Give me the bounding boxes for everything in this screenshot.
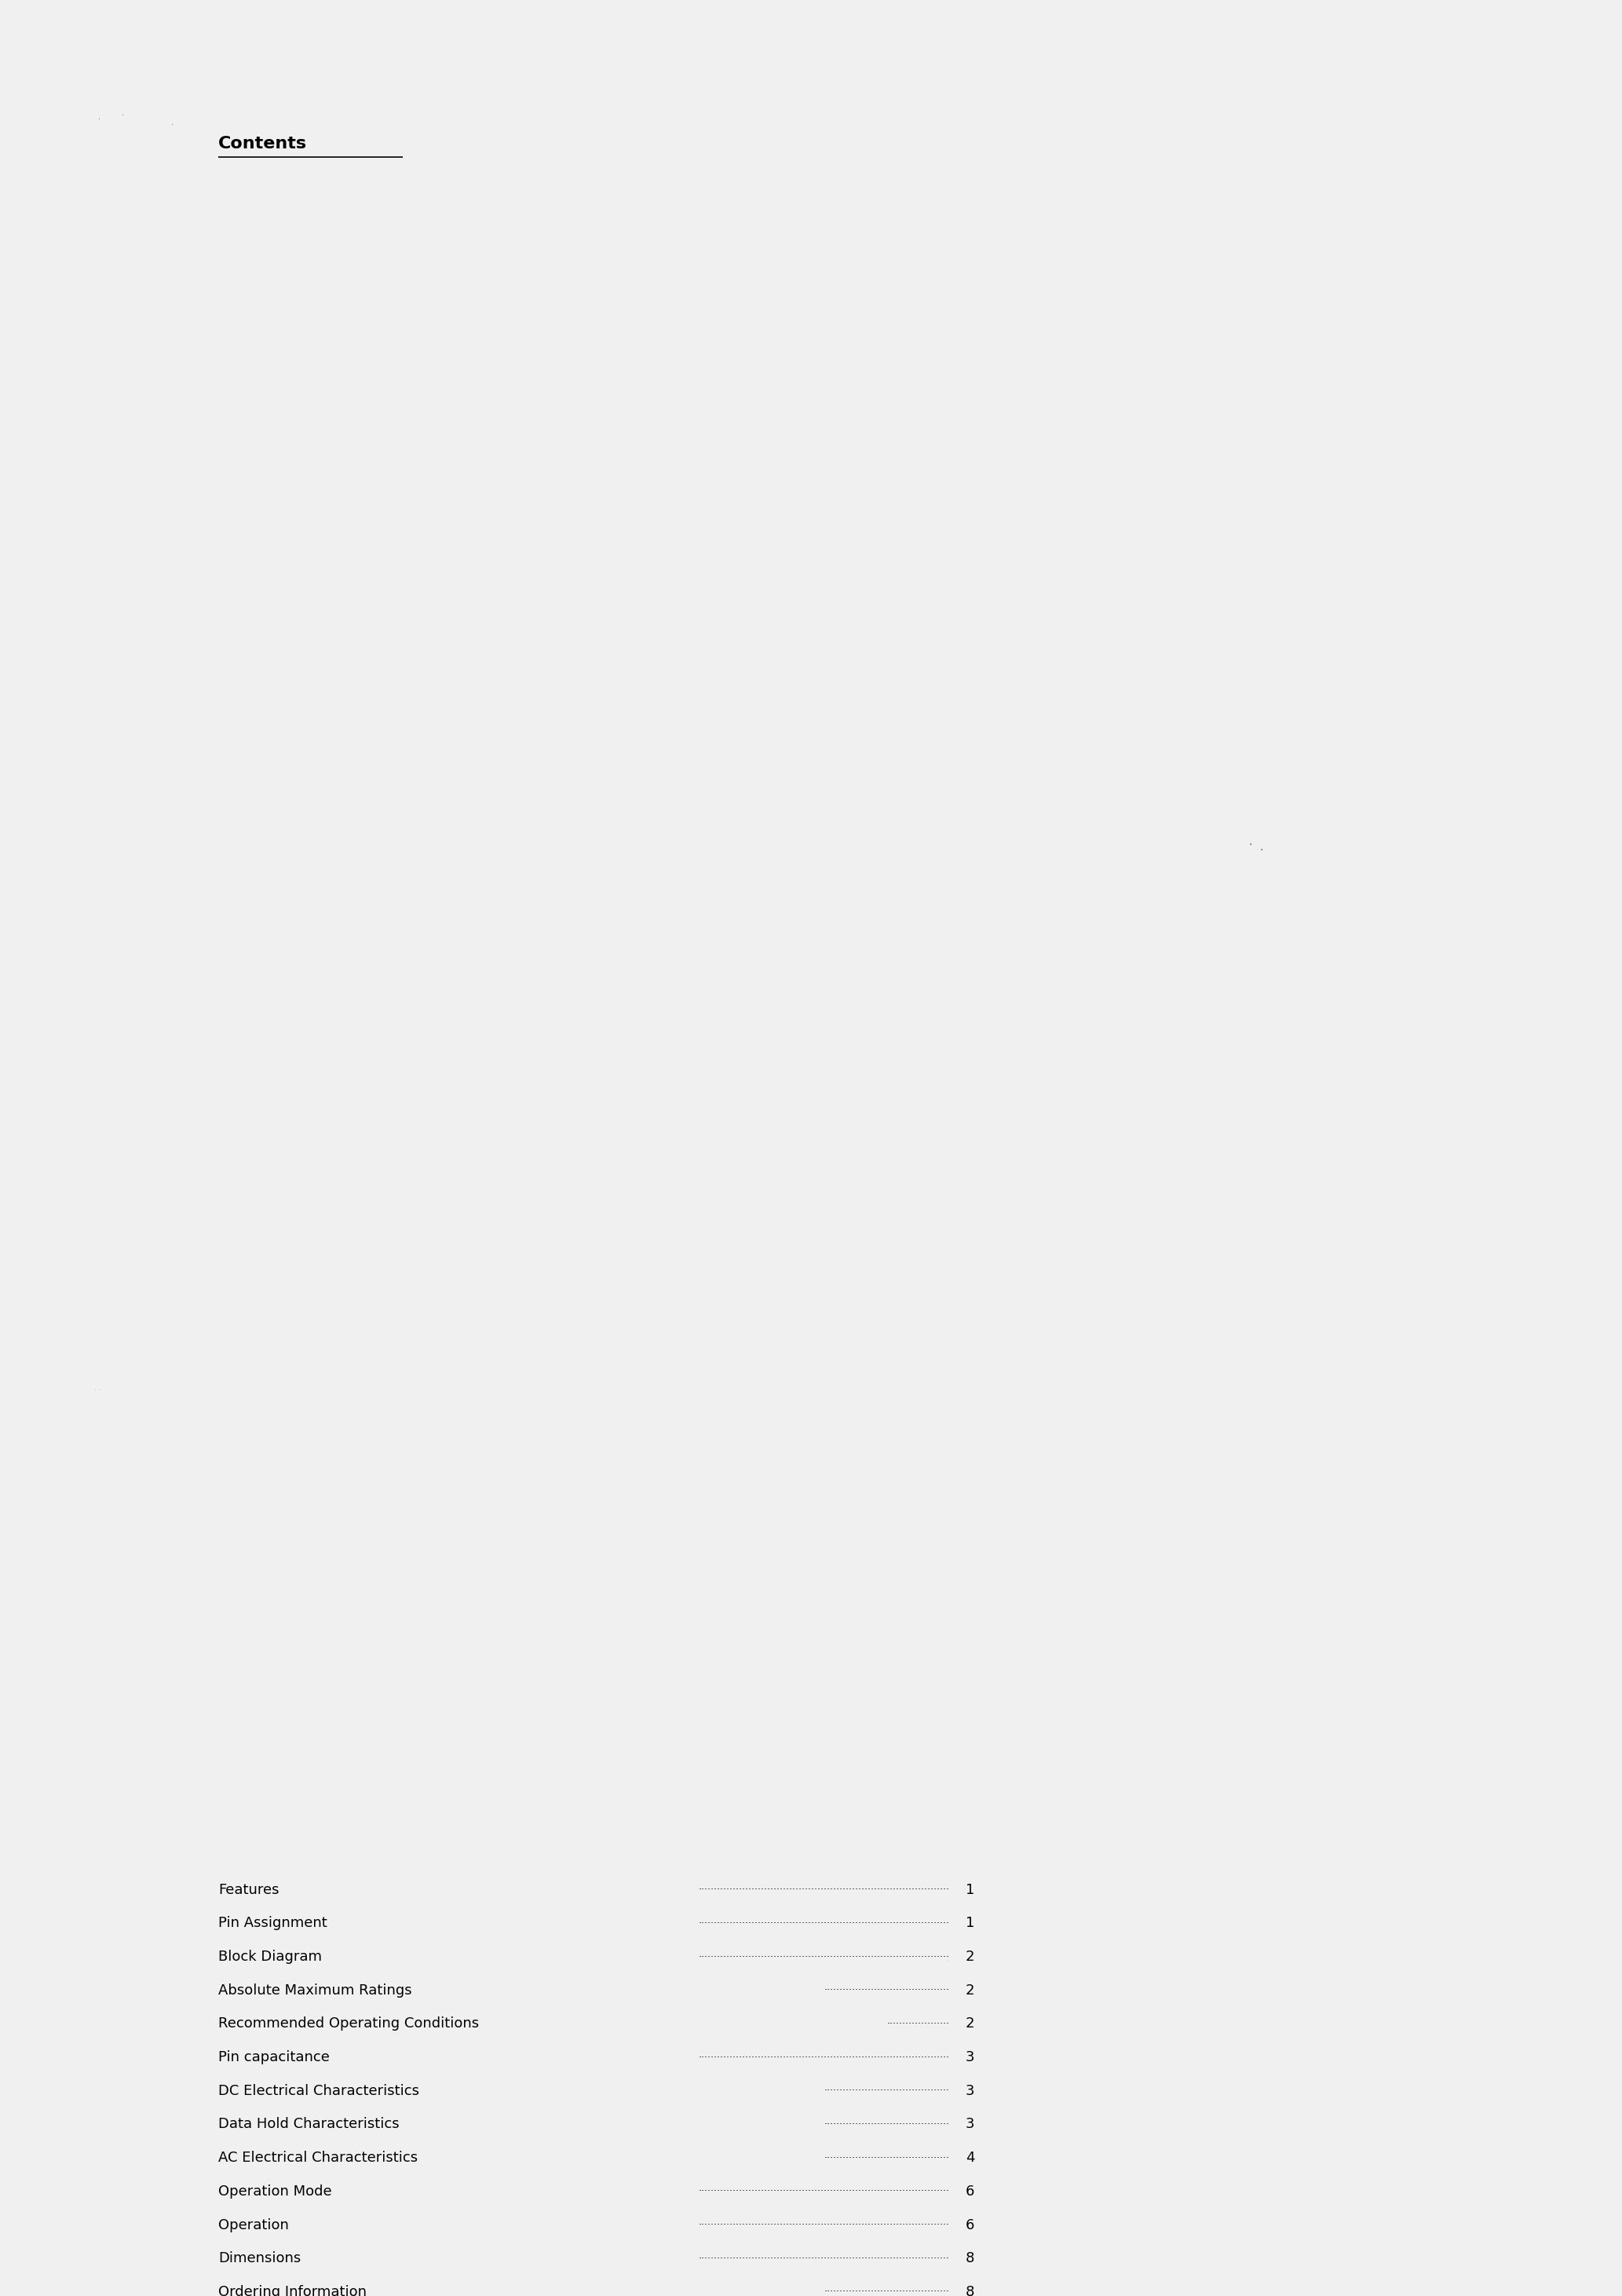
Text: ·: · [1260, 845, 1264, 856]
Text: 6: 6 [965, 2218, 975, 2232]
Text: 1: 1 [965, 1883, 975, 1896]
Text: ········································: ········································ [824, 2154, 950, 2163]
Text: ········································: ········································ [824, 2085, 950, 2096]
Text: 3: 3 [965, 2117, 975, 2131]
Text: ················································································: ········································… [699, 1952, 950, 1961]
Text: 1: 1 [965, 1917, 975, 1931]
Text: Pin capacitance: Pin capacitance [219, 2050, 329, 2064]
Text: Operation: Operation [219, 2218, 289, 2232]
Text: · ·: · · [94, 1387, 101, 1394]
Text: ········································: ········································ [824, 2119, 950, 2128]
Text: ················································································: ········································… [699, 2252, 950, 2264]
Text: ·: · [946, 1958, 949, 1965]
Text: ················································································: ········································… [699, 2186, 950, 2197]
Text: ················································································: ········································… [699, 1917, 950, 1929]
Text: Operation Mode: Operation Mode [219, 2183, 333, 2200]
Text: 6: 6 [965, 2183, 975, 2200]
Text: Features: Features [219, 1883, 279, 1896]
Text: 3: 3 [965, 2085, 975, 2099]
Text: 2: 2 [965, 1949, 975, 1963]
Text: AC Electrical Characteristics: AC Electrical Characteristics [219, 2151, 418, 2165]
Text: 3: 3 [965, 2050, 975, 2064]
Text: ················································································: ········································… [699, 1885, 950, 1894]
Text: 2: 2 [965, 1984, 975, 1998]
Text: Dimensions: Dimensions [219, 2252, 302, 2266]
Text: ····················: ···················· [887, 2018, 950, 2030]
Text: Data Hold Characteristics: Data Hold Characteristics [219, 2117, 399, 2131]
Text: ········································: ········································ [824, 2287, 950, 2296]
Text: ········································: ········································ [824, 1986, 950, 1995]
Text: 4: 4 [965, 2151, 975, 2165]
Text: Contents: Contents [219, 135, 307, 152]
Text: Pin Assignment: Pin Assignment [219, 1917, 328, 1931]
Text: ·: · [122, 113, 123, 119]
Text: Block Diagram: Block Diagram [219, 1949, 321, 1963]
Text: ················································································: ········································… [699, 2053, 950, 2062]
Text: DC Electrical Characteristics: DC Electrical Characteristics [219, 2085, 418, 2099]
Text: Recommended Operating Conditions: Recommended Operating Conditions [219, 2016, 478, 2032]
Text: ·: · [774, 1766, 775, 1773]
Text: Absolute Maximum Ratings: Absolute Maximum Ratings [219, 1984, 412, 1998]
Text: ·: · [1249, 840, 1252, 850]
Text: ·: · [99, 115, 101, 124]
Text: 2: 2 [965, 2016, 975, 2032]
Text: ················································································: ········································… [699, 2220, 950, 2229]
Text: 8: 8 [965, 2285, 975, 2296]
Text: Ordering Information: Ordering Information [219, 2285, 367, 2296]
Text: ·: · [172, 122, 174, 129]
Text: 8: 8 [965, 2252, 975, 2266]
